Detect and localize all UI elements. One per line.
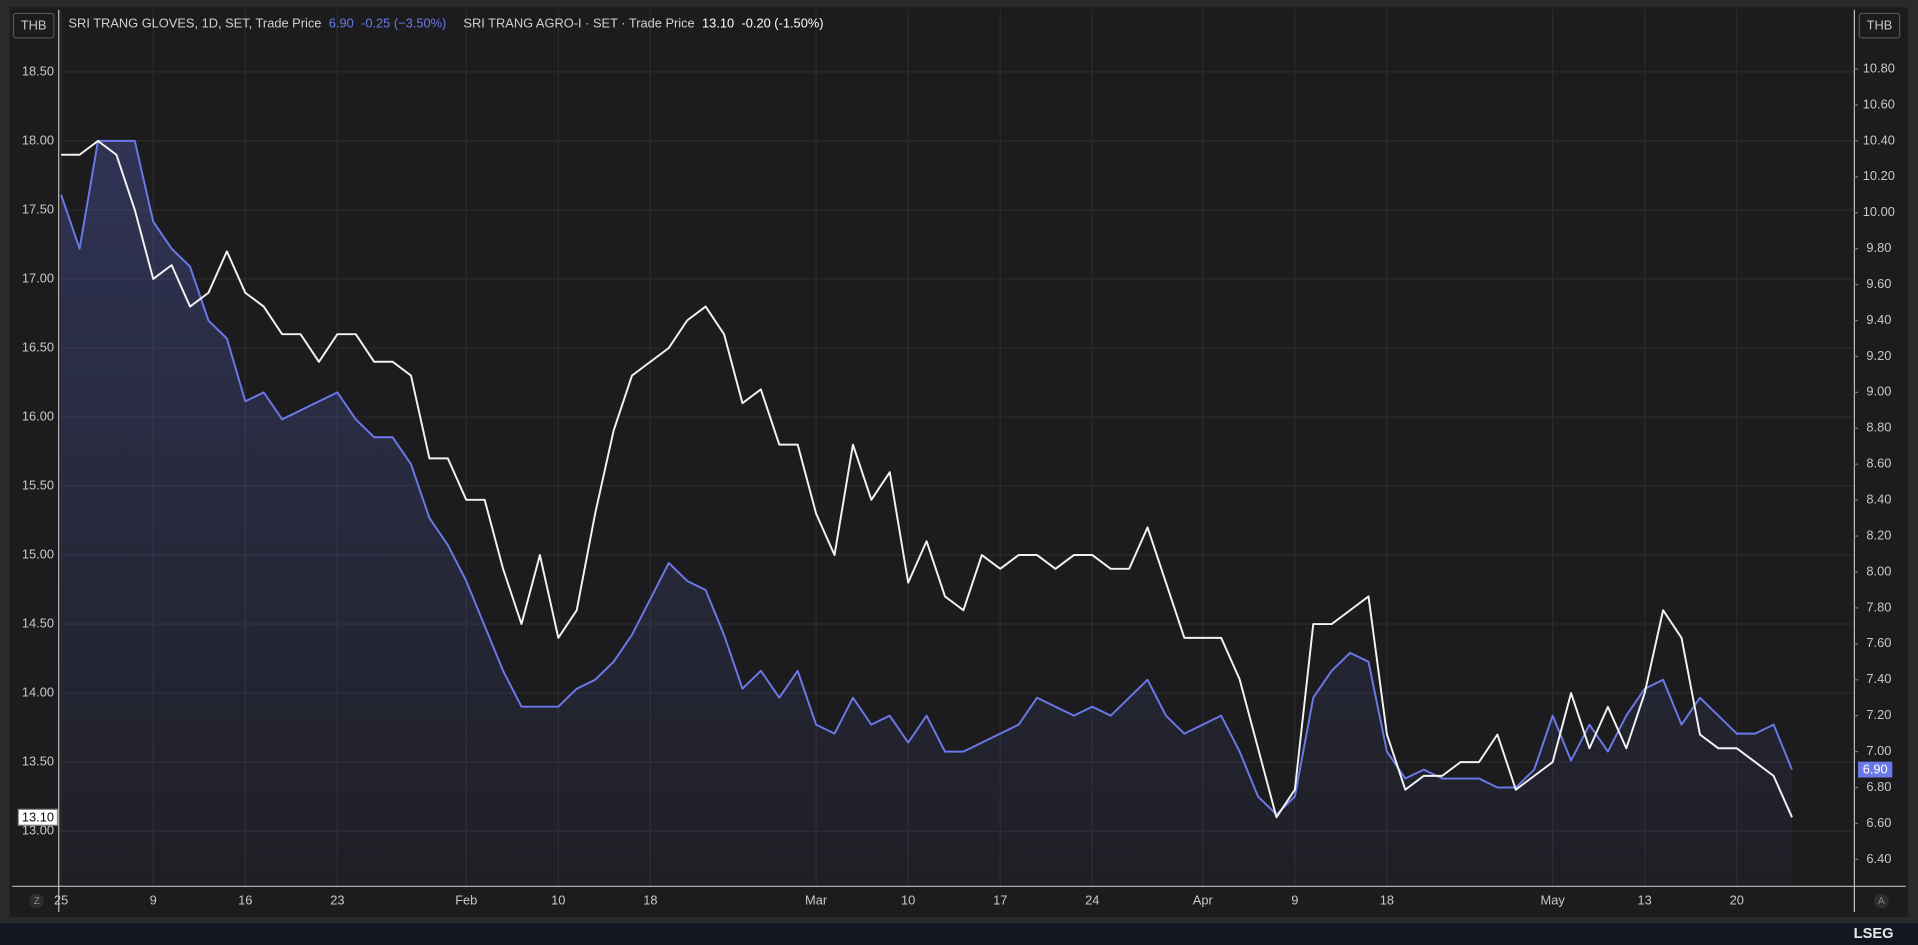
currency-box[interactable]	[1858, 12, 1901, 39]
legend-name: SRI TRANG AGRO-I · SET · Trade Price	[463, 16, 694, 31]
y2-tick-label: 9.20	[1866, 348, 1891, 363]
y2-tick-label: 9.00	[1866, 384, 1891, 399]
line	[60, 139, 1793, 816]
legend-change: -0.25 (−3.50%)	[361, 16, 446, 31]
legend-change: -0.20 (-1.50%)	[742, 16, 824, 31]
y2-tick-label: 7.40	[1866, 671, 1891, 686]
y2-tick-label: 9.80	[1866, 240, 1891, 255]
legend: SRI TRANG GLOVES, 1D, SET, Trade Price 6.…	[68, 16, 823, 31]
x-tick-label: 25	[54, 892, 68, 907]
price-tag	[1858, 761, 1893, 778]
y2-tick-label: 10.60	[1863, 96, 1895, 111]
y2-tick-label: 7.80	[1866, 599, 1891, 614]
y2-tick-label: 10.20	[1863, 168, 1895, 183]
x-tick-label: 10	[551, 892, 565, 907]
x-tick-label: 16	[238, 892, 252, 907]
x-tick-label: 18	[1380, 892, 1394, 907]
y-tick-label: 18.00	[22, 132, 54, 147]
x-tick-label: 17	[993, 892, 1007, 907]
auto-button-label: A	[1878, 896, 1885, 907]
currency-box[interactable]	[12, 12, 55, 39]
area	[61, 140, 1793, 887]
legend-price: 6.90	[329, 16, 354, 31]
price-tag-label: 13.10	[22, 809, 54, 824]
y2-axis-unit: THB	[1867, 18, 1893, 33]
y2-tick-label: 8.00	[1866, 563, 1891, 578]
y2-tick-label: 8.60	[1866, 456, 1891, 471]
y2-tick-label: 7.00	[1866, 743, 1891, 758]
status-bar	[0, 922, 1918, 945]
y2-tick-label: 8.80	[1866, 420, 1891, 435]
x-tick-label: 13	[1638, 892, 1652, 907]
y2-tick-label: 6.80	[1866, 779, 1891, 794]
y-tick-label: 14.50	[22, 615, 54, 630]
y-axis-unit: THB	[21, 18, 47, 33]
y2-tick-label: 8.20	[1866, 527, 1891, 542]
zoom-button-label: Z	[34, 896, 40, 907]
y2-tick-label: 6.60	[1866, 815, 1891, 830]
y-tick-label: 16.50	[22, 339, 54, 354]
y-tick-label: 16.00	[22, 408, 54, 423]
x-tick-label: 9	[150, 892, 157, 907]
x-tick-label: 20	[1730, 892, 1744, 907]
y2-tick-label: 8.40	[1866, 492, 1891, 507]
y-tick-label: 15.00	[22, 546, 54, 561]
zoom-button[interactable]	[29, 893, 45, 909]
x-tick-label: Feb	[455, 892, 477, 907]
legend-name: SRI TRANG GLOVES, 1D, SET, Trade Price	[68, 16, 321, 31]
y-tick-label: 13.50	[22, 753, 54, 768]
x-tick-label: Mar	[805, 892, 828, 907]
y-tick-label: 14.00	[22, 684, 54, 699]
x-tick-label: 24	[1085, 892, 1099, 907]
plot	[60, 139, 1793, 887]
legend-price: 13.10	[702, 16, 734, 31]
line	[61, 139, 1793, 819]
x-tick-label: May	[1541, 892, 1566, 907]
y-tick-label: 13.00	[22, 822, 54, 837]
y-tick-label: 15.50	[22, 477, 54, 492]
y-tick-label: 18.50	[22, 63, 54, 78]
y-tick-label: 17.50	[22, 201, 54, 216]
price-tag-label: 6.90	[1863, 762, 1888, 777]
auto-button[interactable]	[1873, 893, 1889, 909]
y2-tick-label: 7.60	[1866, 635, 1891, 650]
brand: LSEG	[1854, 926, 1894, 942]
x-tick-label: Apr	[1193, 892, 1214, 907]
y2-tick-label: 6.40	[1866, 851, 1891, 866]
y2-tick-label: 10.40	[1863, 132, 1895, 147]
y-tick-label: 17.00	[22, 270, 54, 285]
x-tick-label: 10	[901, 892, 915, 907]
y2-tick-label: 10.00	[1863, 204, 1895, 219]
y2-tick-label: 7.20	[1866, 707, 1891, 722]
y2-tick-label: 9.60	[1866, 276, 1891, 291]
y2-tick-label: 10.80	[1863, 60, 1895, 75]
x-tick-label: 18	[643, 892, 657, 907]
x-tick-label: 9	[1291, 892, 1298, 907]
y2-tick-label: 9.40	[1866, 312, 1891, 327]
price-tag	[17, 808, 59, 826]
x-tick-label: 23	[330, 892, 344, 907]
